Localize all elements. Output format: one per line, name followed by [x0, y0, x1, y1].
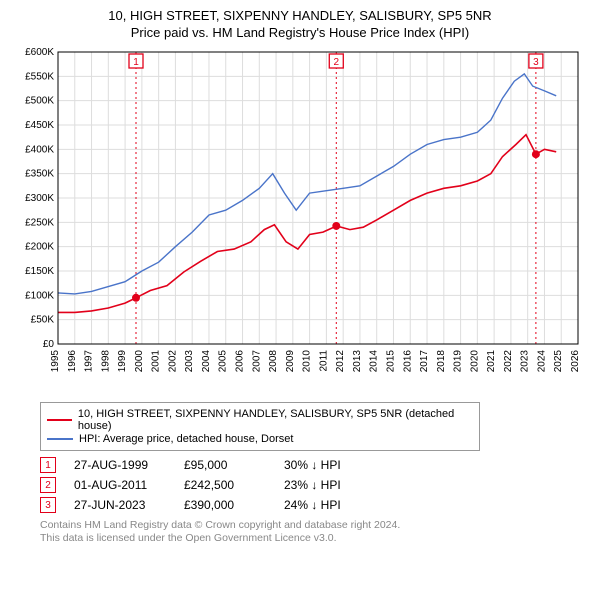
- legend-swatch: [47, 438, 73, 440]
- event-point: [132, 294, 140, 302]
- chart-container: 10, HIGH STREET, SIXPENNY HANDLEY, SALIS…: [0, 0, 600, 551]
- attribution-line2: This data is licensed under the Open Gov…: [40, 532, 560, 545]
- event-price: £95,000: [184, 458, 284, 472]
- x-tick-label: 2002: [167, 350, 178, 373]
- x-tick-label: 1995: [50, 350, 61, 373]
- x-tick-label: 2019: [453, 350, 464, 373]
- title-address: 10, HIGH STREET, SIXPENNY HANDLEY, SALIS…: [10, 8, 590, 23]
- event-row: 2 01-AUG-2011£242,50023% ↓ HPI: [40, 477, 590, 493]
- x-tick-label: 2003: [184, 350, 195, 373]
- x-tick-label: 2009: [285, 350, 296, 373]
- x-tick-label: 2018: [436, 350, 447, 373]
- legend-item: HPI: Average price, detached house, Dors…: [47, 433, 473, 445]
- attribution-line1: Contains HM Land Registry data © Crown c…: [40, 519, 560, 532]
- x-tick-label: 2026: [570, 350, 581, 373]
- x-tick-label: 2001: [151, 350, 162, 373]
- y-tick-label: £200K: [25, 242, 54, 253]
- event-delta: 23% ↓ HPI: [284, 478, 341, 492]
- x-tick-label: 2008: [268, 350, 279, 373]
- y-tick-label: £600K: [25, 47, 54, 58]
- events-table: 1 27-AUG-1999£95,00030% ↓ HPI 2 01-AUG-2011…: [40, 457, 590, 513]
- y-tick-label: £250K: [25, 217, 54, 228]
- x-tick-label: 2004: [201, 350, 212, 373]
- x-tick-label: 2011: [318, 350, 329, 372]
- x-tick-label: 2015: [385, 350, 396, 373]
- x-tick-label: 1999: [117, 350, 128, 373]
- x-tick-label: 2000: [134, 350, 145, 373]
- y-tick-label: £0: [43, 339, 55, 350]
- x-tick-label: 2010: [302, 350, 313, 373]
- y-tick-label: £350K: [25, 169, 54, 180]
- event-marker-number: 2: [334, 57, 340, 68]
- event-date: 01-AUG-2011: [74, 478, 184, 492]
- event-price: £390,000: [184, 498, 284, 512]
- x-tick-label: 2023: [520, 350, 531, 373]
- x-tick-label: 2020: [469, 350, 480, 373]
- event-marker-number: 1: [133, 57, 139, 68]
- line-chart-svg: £0 £50K £100K £150K £200K £250K £300K £350K £400…: [10, 44, 590, 394]
- x-tick-label: 2016: [402, 350, 413, 373]
- title-block: 10, HIGH STREET, SIXPENNY HANDLEY, SALIS…: [10, 8, 590, 40]
- x-tick-label: 2013: [352, 350, 363, 373]
- title-subtitle: Price paid vs. HM Land Registry's House …: [10, 25, 590, 40]
- event-marker-number: 3: [533, 57, 539, 68]
- attribution: Contains HM Land Registry data © Crown c…: [40, 519, 560, 545]
- legend-item: 10, HIGH STREET, SIXPENNY HANDLEY, SALIS…: [47, 408, 473, 432]
- y-tick-label: £500K: [25, 96, 54, 107]
- y-tick-label: £550K: [25, 71, 54, 82]
- x-tick-label: 2005: [218, 350, 229, 373]
- y-tick-label: £450K: [25, 120, 54, 131]
- event-delta: 24% ↓ HPI: [284, 498, 341, 512]
- y-tick-label: £50K: [31, 315, 55, 326]
- chart-area: £0 £50K £100K £150K £200K £250K £300K £350K £400…: [10, 44, 590, 394]
- x-tick-label: 2007: [251, 350, 262, 373]
- event-row: 3 27-JUN-2023£390,00024% ↓ HPI: [40, 497, 590, 513]
- event-badge: 3: [40, 497, 56, 513]
- event-point: [332, 222, 340, 230]
- y-tick-label: £100K: [25, 290, 54, 301]
- event-badge: 2: [40, 477, 56, 493]
- event-price: £242,500: [184, 478, 284, 492]
- y-tick-label: £300K: [25, 193, 54, 204]
- x-tick-label: 1997: [84, 350, 95, 373]
- event-date: 27-JUN-2023: [74, 498, 184, 512]
- legend-label: 10, HIGH STREET, SIXPENNY HANDLEY, SALIS…: [78, 408, 473, 432]
- y-tick-label: £150K: [25, 266, 54, 277]
- legend-label: HPI: Average price, detached house, Dors…: [79, 433, 293, 445]
- x-tick-label: 1996: [67, 350, 78, 373]
- event-row: 1 27-AUG-1999£95,00030% ↓ HPI: [40, 457, 590, 473]
- x-tick-label: 2024: [536, 350, 547, 373]
- legend: 10, HIGH STREET, SIXPENNY HANDLEY, SALIS…: [40, 402, 480, 451]
- y-tick-label: £400K: [25, 144, 54, 155]
- x-tick-label: 2012: [335, 350, 346, 373]
- event-badge: 1: [40, 457, 56, 473]
- x-tick-label: 2022: [503, 350, 514, 373]
- x-tick-label: 2017: [419, 350, 430, 373]
- x-tick-label: 2025: [553, 350, 564, 373]
- event-delta: 30% ↓ HPI: [284, 458, 341, 472]
- legend-swatch: [47, 419, 72, 421]
- event-date: 27-AUG-1999: [74, 458, 184, 472]
- x-tick-label: 2021: [486, 350, 497, 373]
- event-point: [532, 150, 540, 158]
- x-tick-label: 1998: [100, 350, 111, 373]
- x-tick-label: 2006: [235, 350, 246, 373]
- x-tick-label: 2014: [369, 350, 380, 373]
